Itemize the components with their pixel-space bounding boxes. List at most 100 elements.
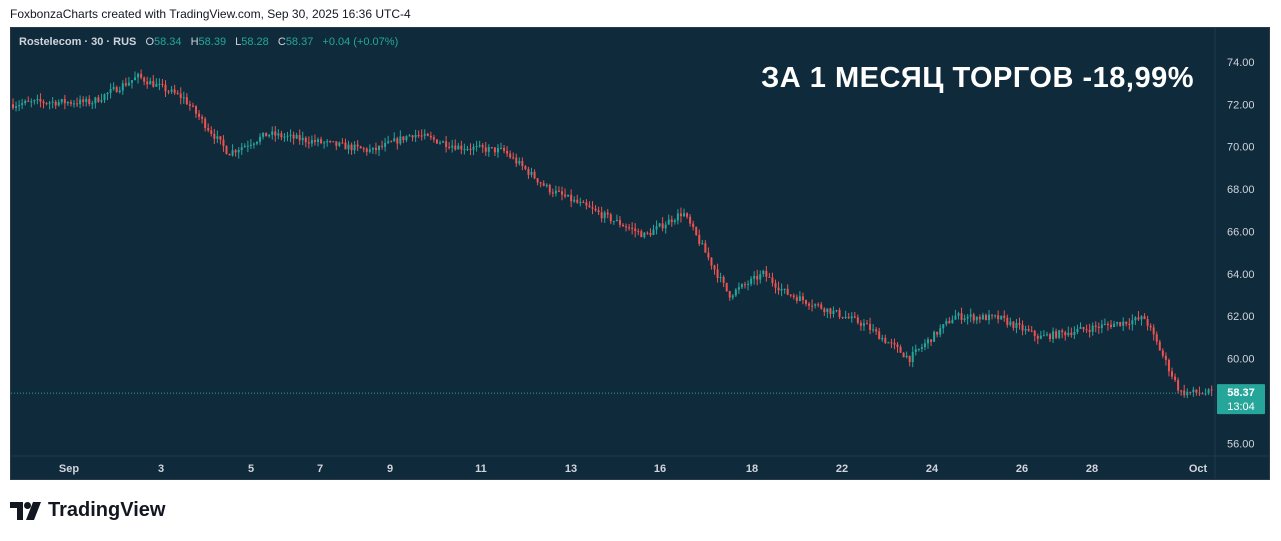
candle-body	[487, 147, 490, 152]
candle-body	[393, 138, 396, 142]
candle-body	[618, 219, 621, 225]
candle-body	[927, 339, 929, 344]
candle-body	[585, 202, 588, 206]
candle-body	[1143, 316, 1146, 320]
candle-body	[1180, 390, 1183, 392]
candle-body	[1164, 355, 1167, 360]
candle-body	[576, 199, 579, 203]
candle-body	[841, 317, 844, 319]
candle-body	[1152, 327, 1155, 335]
candle-body	[481, 145, 484, 148]
candle-body	[158, 83, 161, 85]
candle-body	[1085, 329, 1088, 331]
candle-body	[899, 347, 902, 353]
candle-body	[307, 142, 310, 144]
candle-body	[862, 323, 865, 326]
candle-body	[521, 161, 524, 167]
candle-body	[320, 139, 323, 144]
candle-body	[792, 295, 795, 298]
candle-body	[353, 144, 356, 151]
candle-body	[975, 316, 978, 321]
candle-body	[798, 296, 801, 301]
candle-body	[972, 314, 975, 321]
candle-body	[945, 321, 948, 325]
candle-body	[536, 178, 539, 183]
candle-body	[530, 171, 533, 175]
candle-body	[155, 83, 158, 87]
candle-body	[18, 105, 21, 107]
tradingview-logo-icon	[10, 501, 41, 520]
candle-body	[356, 144, 359, 147]
candle-body	[451, 145, 454, 148]
candle-body	[283, 136, 286, 138]
candle-body	[515, 157, 518, 164]
candle-body	[509, 153, 512, 158]
candle-body	[228, 153, 231, 156]
candle-body	[1189, 391, 1192, 393]
candle-body	[1167, 359, 1170, 372]
candle-body	[137, 73, 140, 78]
candle-body	[814, 304, 817, 306]
candle-body	[85, 98, 88, 103]
candle-body	[853, 316, 856, 318]
candle-body	[496, 148, 499, 153]
candle-body	[823, 308, 826, 313]
candle-body	[411, 135, 414, 138]
candle-body	[466, 148, 469, 150]
candle-body	[149, 80, 152, 85]
candle-body	[1073, 331, 1076, 335]
candle-body	[45, 103, 48, 105]
candle-body	[24, 100, 27, 104]
candle-body	[1064, 332, 1067, 336]
y-tick-label: 74.00	[1227, 57, 1255, 69]
y-tick-label: 66.00	[1227, 226, 1255, 238]
candle-body	[231, 150, 234, 156]
candle-body	[1006, 317, 1009, 325]
price-badge[interactable]	[1217, 384, 1265, 415]
candle-body	[301, 137, 304, 141]
candle-body	[506, 150, 509, 154]
candle-body	[1021, 324, 1024, 331]
close-label: C	[277, 36, 286, 48]
candle-body	[1067, 332, 1070, 336]
candle-body	[140, 73, 143, 78]
candle-body	[905, 355, 908, 358]
candle-body	[341, 142, 344, 144]
candle-body	[1146, 319, 1149, 326]
candle-body	[164, 84, 167, 92]
candle-body	[246, 145, 249, 147]
close-value: 58.37	[285, 36, 314, 48]
y-tick-label: 70.00	[1227, 142, 1255, 154]
candle-body	[963, 318, 966, 320]
candle-body	[1155, 334, 1158, 342]
candle-body	[771, 277, 774, 284]
candle-body	[649, 233, 652, 236]
candle-body	[27, 100, 30, 102]
candle-body	[756, 275, 759, 280]
high-label: H	[190, 36, 199, 48]
candle-body	[969, 314, 972, 317]
candle-body	[332, 141, 335, 143]
candle-body	[524, 166, 527, 169]
x-tick-label: 22	[836, 463, 848, 475]
symbol-label[interactable]: Rostelecom · 30 · RUS	[19, 36, 137, 48]
candle-body	[908, 355, 911, 363]
x-tick-label: 18	[746, 463, 758, 475]
candle-body	[875, 329, 878, 332]
candle-body	[399, 136, 402, 144]
candle-body	[1045, 334, 1048, 336]
candle-body	[213, 133, 216, 139]
candle-body	[1097, 326, 1100, 328]
candle-body	[277, 133, 280, 136]
candle-body	[679, 213, 682, 217]
candle-body	[271, 131, 274, 135]
candle-body	[573, 199, 576, 202]
candle-body	[1061, 330, 1064, 333]
candle-body	[1009, 321, 1012, 325]
x-tick-label: 28	[1086, 463, 1098, 475]
candle-body	[847, 316, 850, 319]
price-chart[interactable]: 74.00 72.00 70.00 68.00 66.00 64.00 62.00 60.00…	[11, 28, 1269, 479]
candle-body	[1033, 330, 1036, 337]
tradingview-logo[interactable]: TradingView	[10, 499, 165, 522]
chart-panel[interactable]: 74.00 72.00 70.00 68.00 66.00 64.00 62.00 60.00…	[10, 27, 1270, 480]
